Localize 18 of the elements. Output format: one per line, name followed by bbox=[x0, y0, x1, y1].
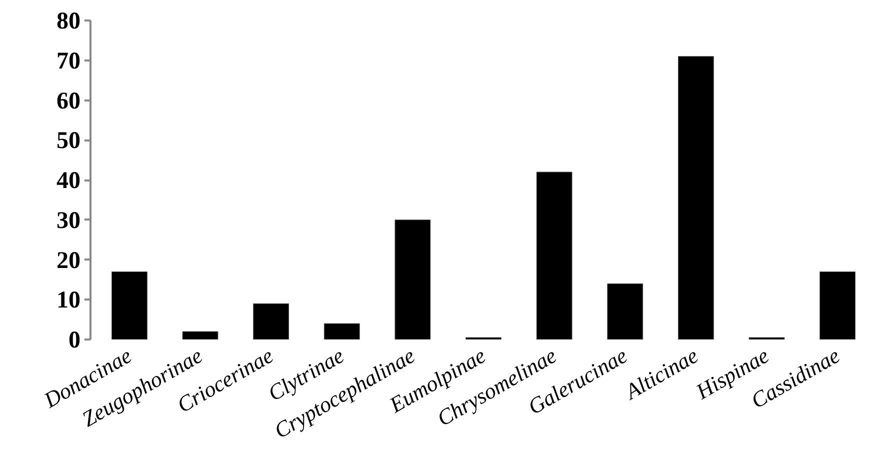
y-tick-label: 50 bbox=[56, 128, 80, 154]
y-tick-label: 70 bbox=[56, 48, 80, 74]
y-tick-label: 40 bbox=[56, 168, 80, 194]
y-tick-label: 20 bbox=[56, 248, 80, 274]
bar bbox=[111, 271, 148, 340]
y-tick-label: 30 bbox=[56, 208, 80, 234]
y-tick-label: 10 bbox=[56, 288, 80, 314]
bar bbox=[678, 56, 714, 340]
bar bbox=[182, 331, 218, 340]
bar bbox=[607, 283, 644, 340]
bar bbox=[324, 323, 360, 340]
y-tick-label: 80 bbox=[56, 8, 80, 34]
bar bbox=[820, 271, 856, 340]
y-tick-label: 0 bbox=[68, 328, 80, 354]
bar bbox=[536, 172, 572, 340]
y-tick-label: 60 bbox=[56, 88, 80, 114]
bar bbox=[253, 303, 290, 340]
bar bbox=[394, 220, 431, 340]
